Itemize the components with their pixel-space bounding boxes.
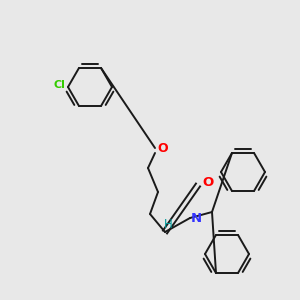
Text: O: O bbox=[202, 176, 213, 190]
Text: H: H bbox=[164, 218, 172, 230]
Text: Cl: Cl bbox=[53, 80, 65, 90]
Text: O: O bbox=[157, 142, 168, 154]
Text: N: N bbox=[191, 212, 202, 224]
